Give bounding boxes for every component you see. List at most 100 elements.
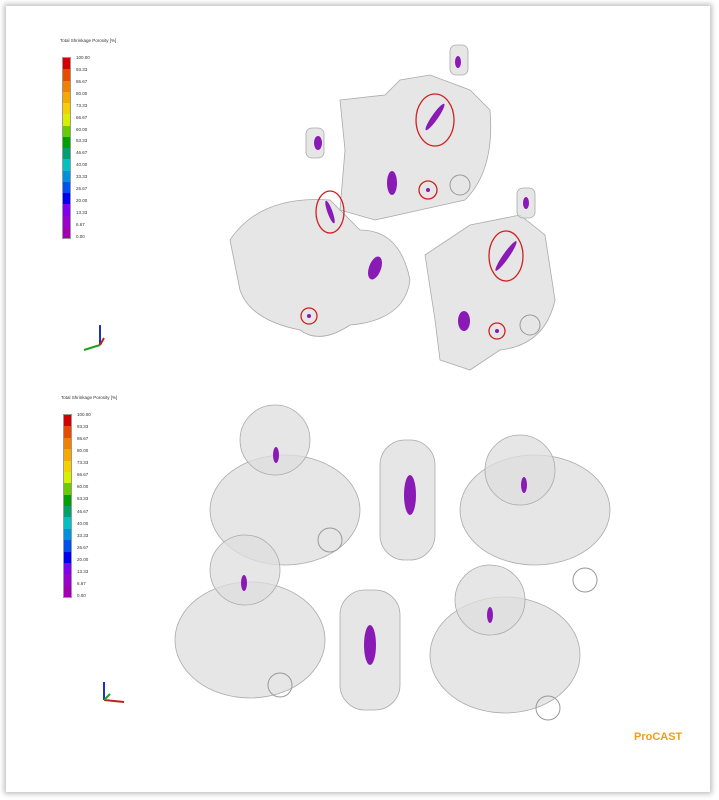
- legend-swatch: [64, 528, 71, 541]
- legend-tick-label: 93.33: [77, 424, 89, 430]
- legend-tick-label: 6.67: [76, 221, 85, 227]
- legend-tick-label: 26.67: [77, 544, 89, 550]
- porosity-cluster: [404, 475, 416, 515]
- legend-title: Total Shrinkage Porosity [%]: [61, 395, 118, 400]
- riser: [454, 564, 526, 636]
- legend-swatch: [63, 103, 70, 115]
- porosity-cluster: [495, 241, 517, 271]
- highlight-circles: [300, 93, 524, 340]
- highlight-circle: [315, 190, 345, 234]
- legend-title: Total Shrinkage Porosity [%]: [60, 38, 117, 43]
- porosity-cluster: [368, 256, 382, 280]
- legend-swatch: [63, 69, 70, 81]
- legend-swatch: [64, 562, 71, 575]
- axis-triad-icon: [83, 325, 125, 703]
- legend-tick-label: 100.00: [76, 55, 90, 60]
- legend-swatch: [63, 125, 70, 137]
- legend-swatch: [63, 136, 70, 148]
- legend-tick-label: 86.67: [76, 78, 88, 84]
- porosity-cluster: [241, 575, 247, 591]
- legend-swatch: [63, 148, 70, 160]
- porosity-clusters: [241, 56, 529, 665]
- legend-swatch: [64, 471, 71, 484]
- legend-tick-label: 46.67: [76, 150, 88, 156]
- legend-swatch: [63, 58, 70, 70]
- legend-tick-label: 0.00: [76, 233, 85, 239]
- legend-swatch: [64, 506, 71, 518]
- legend-tick-label: 26.67: [76, 186, 88, 192]
- porosity-cluster: [455, 56, 461, 68]
- porosity-cluster: [273, 447, 279, 463]
- legend-swatch: [63, 170, 70, 182]
- legend-swatch: [64, 540, 71, 552]
- legend-tick-label: 13.33: [77, 568, 89, 574]
- legend-swatch: [64, 426, 71, 438]
- legend-tick-label: 93.33: [76, 66, 88, 72]
- porosity-cluster: [314, 136, 322, 150]
- legend-swatch: [64, 437, 71, 450]
- porosity-cluster: [458, 311, 470, 331]
- legend-tick-label: 73.33: [77, 460, 89, 466]
- legend-tick-label: 53.33: [76, 138, 88, 144]
- legend-tick-label: 66.67: [77, 472, 89, 478]
- legend-labels: 100.00 93.33 86.67 80.00 73.33 66.67 60.00 53.3…: [77, 412, 91, 598]
- legend-tick-label: 73.33: [76, 102, 88, 108]
- legend-tick-label: 20.00: [77, 556, 89, 562]
- legend-swatch: [63, 226, 70, 238]
- porosity-cluster: [364, 625, 376, 665]
- legend-tick-label: 53.33: [77, 496, 89, 502]
- legend-swatch: [63, 159, 70, 171]
- legend-swatch: [63, 181, 70, 193]
- highlight-circle: [300, 307, 318, 325]
- legend-swatch: [64, 494, 71, 506]
- legend-swatch: [63, 91, 70, 103]
- highlight-circle: [418, 180, 438, 200]
- riser: [209, 534, 281, 606]
- legend-color-bar: [62, 57, 71, 239]
- porosity-cluster: [487, 607, 493, 623]
- casting-part: [424, 214, 556, 371]
- highlight-circle: [415, 93, 455, 147]
- legend-swatch: [63, 204, 70, 216]
- legend-tick-label: 6.67: [77, 580, 86, 586]
- legend-swatch: [64, 449, 71, 461]
- legend-tick-label: 40.00: [76, 162, 88, 168]
- legend-tick-label: 33.33: [76, 174, 88, 180]
- porosity-cluster: [521, 477, 527, 493]
- porosity-cluster: [425, 103, 445, 131]
- legend-tick-label: 46.67: [77, 508, 89, 514]
- legend-swatch: [63, 80, 70, 92]
- legend-labels: 100.00 93.33 86.67 80.00 73.33 66.67 60.00 53.3…: [76, 55, 90, 239]
- highlight-circle: [488, 230, 524, 282]
- legend-tick-label: 33.33: [77, 532, 89, 538]
- porosity-cluster: [325, 200, 335, 224]
- legend-swatch: [63, 193, 70, 205]
- legend-tick-label: 13.33: [76, 209, 88, 215]
- legend-tick-label: 60.00: [77, 484, 89, 490]
- legend-swatch: [64, 415, 71, 427]
- legend-swatch: [64, 585, 71, 597]
- legend-tick-label: 66.67: [76, 114, 88, 120]
- legend-tick-label: 20.00: [76, 198, 88, 204]
- legend-tick-label: 80.00: [77, 448, 89, 454]
- legend-tick-label: 40.00: [77, 520, 89, 526]
- legend-tick-label: 0.00: [77, 592, 86, 598]
- legend-tick-label: 100.00: [77, 412, 91, 417]
- porosity-cluster: [387, 171, 397, 195]
- legend-tick-label: 86.67: [77, 436, 89, 442]
- legend-swatch: [64, 551, 71, 563]
- legend-swatch: [64, 517, 71, 529]
- legend-color-bar: [63, 414, 72, 598]
- porosity-cluster: [523, 197, 529, 209]
- legend-swatch: [64, 483, 71, 495]
- casting-part: [229, 199, 411, 337]
- riser: [484, 434, 556, 506]
- riser: [239, 404, 311, 476]
- legend-swatch: [63, 114, 70, 126]
- casting-part: [339, 74, 492, 221]
- procast-logo: ProCAST: [634, 731, 683, 743]
- legend-tick-label: 80.00: [76, 90, 88, 96]
- highlight-circle: [488, 322, 506, 340]
- legend-swatch: [64, 574, 71, 586]
